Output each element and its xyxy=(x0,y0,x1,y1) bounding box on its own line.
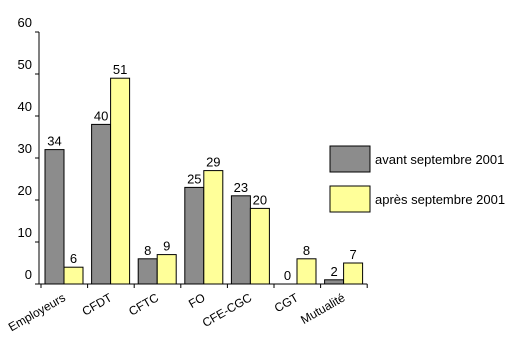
bar-avant xyxy=(92,124,111,284)
bar-apres xyxy=(297,259,316,284)
x-category-label: CFTC xyxy=(126,290,161,318)
data-label: 20 xyxy=(253,192,267,207)
y-tick-label: 30 xyxy=(18,141,32,156)
bar-avant xyxy=(231,196,250,284)
x-category-label: Mutualité xyxy=(298,290,347,327)
legend: avant septembre 2001 après septembre 2001 xyxy=(330,146,505,212)
data-label: 8 xyxy=(303,243,310,258)
data-label: 23 xyxy=(234,180,248,195)
x-category-label: CGT xyxy=(272,290,302,315)
data-label: 29 xyxy=(206,155,220,170)
x-category-label: FO xyxy=(186,290,207,310)
bar-apres xyxy=(204,171,223,284)
bar-avant xyxy=(185,187,204,284)
y-tick-label: 50 xyxy=(18,57,32,72)
data-label: 25 xyxy=(187,171,201,186)
x-category-label: CFDT xyxy=(80,290,115,318)
bar-avant xyxy=(325,280,344,284)
bar-apres xyxy=(111,78,130,284)
bar-apres xyxy=(157,255,176,284)
bar-apres xyxy=(64,267,83,284)
data-label: 9 xyxy=(163,239,170,254)
data-label: 7 xyxy=(349,247,356,262)
bar-avant xyxy=(45,150,64,284)
legend-label: après septembre 2001 xyxy=(375,192,505,207)
bar-apres xyxy=(344,263,363,284)
y-tick-label: 20 xyxy=(18,183,32,198)
bar-avant xyxy=(138,259,157,284)
data-label: 6 xyxy=(70,251,77,266)
legend-label: avant septembre 2001 xyxy=(375,152,504,167)
data-label: 51 xyxy=(113,62,127,77)
x-category-label: CFE-CGC xyxy=(200,290,255,330)
y-tick-label: 0 xyxy=(25,267,32,282)
legend-swatch xyxy=(330,146,370,172)
y-tick-label: 10 xyxy=(18,225,32,240)
bar-apres xyxy=(250,208,269,284)
data-label: 8 xyxy=(144,243,151,258)
data-label: 34 xyxy=(47,134,61,149)
data-label: 2 xyxy=(330,264,337,279)
data-label: 40 xyxy=(94,108,108,123)
bars xyxy=(45,78,363,284)
x-category-label: Employeurs xyxy=(6,290,68,334)
data-label: 0 xyxy=(284,268,291,283)
y-tick-label: 60 xyxy=(18,15,32,30)
legend-swatch xyxy=(330,186,370,212)
y-tick-label: 40 xyxy=(18,99,32,114)
